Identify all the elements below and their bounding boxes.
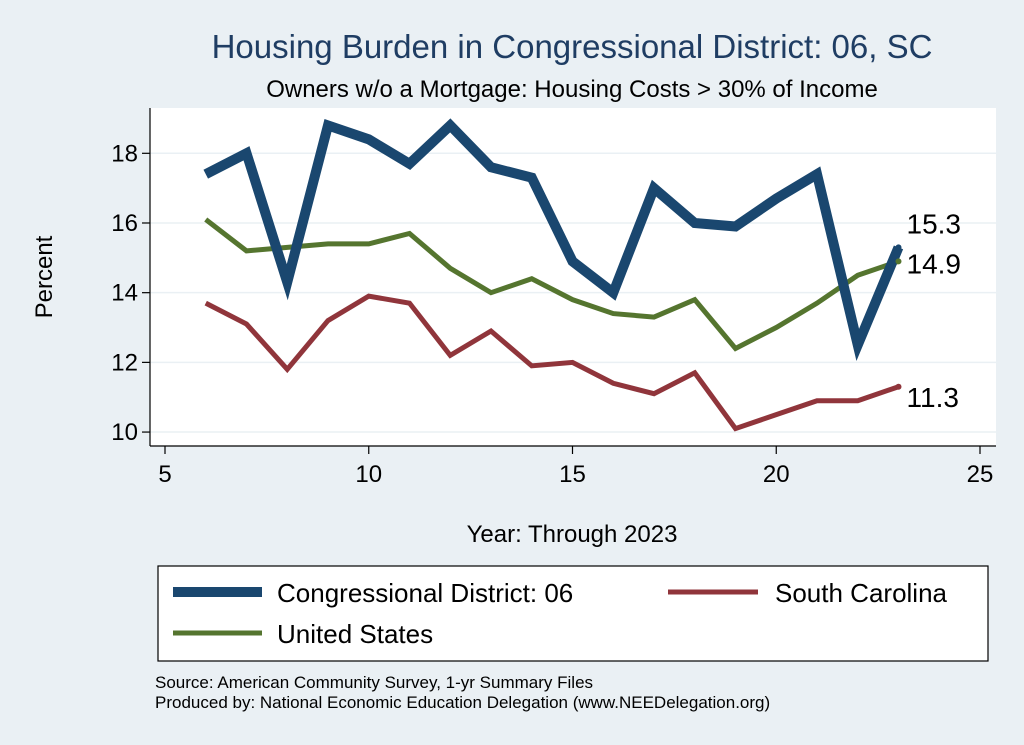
x-tick-label: 10 [355, 461, 382, 488]
x-axis-label: Year: Through 2023 [467, 521, 678, 548]
x-ticks: 5 10 15 20 25 [158, 446, 993, 488]
end-point [895, 258, 902, 265]
end-label-congressional-district-06: 15.3 [907, 208, 962, 239]
end-point [895, 383, 902, 390]
produced-by-note: Produced by: National Economic Education… [155, 693, 770, 712]
chart-title: Housing Burden in Congressional District… [212, 28, 933, 65]
series-line-south-carolina [204, 293, 900, 432]
legend-label-us: United States [277, 619, 433, 649]
y-tick-label: 10 [111, 419, 138, 446]
x-tick-label: 15 [559, 461, 586, 488]
legend-label-state: South Carolina [775, 578, 948, 608]
series-line-congressional-district-06 [203, 118, 904, 362]
end-point [895, 244, 902, 251]
y-ticks: 10 12 14 16 18 [111, 140, 150, 446]
y-tick-label: 18 [111, 140, 138, 167]
legend-label-district: Congressional District: 06 [277, 578, 573, 608]
chart-subtitle: Owners w/o a Mortgage: Housing Costs > 3… [266, 76, 878, 103]
end-label-south-carolina: 11.3 [907, 382, 959, 413]
y-axis-label: Percent [31, 235, 58, 318]
end-label-united-states: 14.9 [907, 248, 962, 279]
legend: Congressional District: 06 South Carolin… [157, 565, 989, 662]
x-tick-label: 5 [158, 461, 171, 488]
series-lines [203, 118, 904, 432]
x-tick-label: 20 [763, 461, 790, 488]
legend-box [157, 565, 989, 662]
end-labels: 15.3 11.3 14.9 [895, 208, 962, 413]
x-tick-label: 25 [967, 461, 994, 488]
source-note: Source: American Community Survey, 1-yr … [155, 673, 593, 692]
y-tick-label: 14 [111, 280, 138, 307]
y-tick-label: 16 [111, 210, 138, 237]
y-tick-label: 12 [111, 349, 138, 376]
series-line-united-states [204, 217, 900, 352]
